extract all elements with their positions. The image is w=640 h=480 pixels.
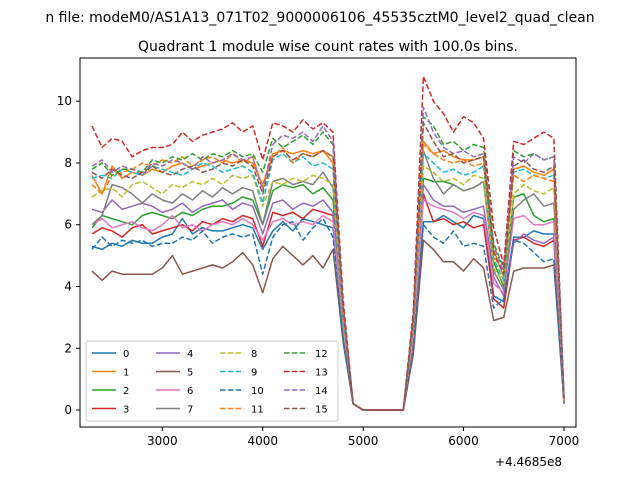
y-tick-label: 8 bbox=[64, 156, 72, 170]
series-line-9 bbox=[91, 152, 565, 411]
series-line-12 bbox=[91, 115, 565, 411]
x-tick-label: 7000 bbox=[549, 434, 580, 448]
series-line-15 bbox=[91, 122, 565, 411]
figure-suptitle: n file: modeM0/AS1A13_071T02_9000006106_… bbox=[45, 10, 594, 26]
series-line-5 bbox=[91, 239, 565, 411]
legend-label-8: 8 bbox=[251, 349, 257, 360]
series-line-6 bbox=[91, 199, 565, 411]
series-line-14 bbox=[91, 106, 565, 411]
y-axis: 0 2 4 6 8 10 bbox=[57, 94, 80, 417]
legend-label-11: 11 bbox=[251, 405, 264, 416]
y-tick-label: 10 bbox=[57, 94, 72, 108]
legend-label-5: 5 bbox=[187, 368, 193, 379]
x-tick-label: 6000 bbox=[448, 434, 479, 448]
series-line-7 bbox=[91, 149, 565, 411]
series-layer bbox=[91, 75, 565, 411]
legend-label-2: 2 bbox=[123, 386, 129, 397]
legend-label-3: 3 bbox=[123, 405, 129, 416]
legend-label-12: 12 bbox=[315, 349, 328, 360]
series-line-10 bbox=[91, 217, 565, 411]
legend-box bbox=[85, 340, 339, 422]
legend-label-9: 9 bbox=[251, 368, 257, 379]
y-tick-label: 6 bbox=[64, 218, 72, 232]
legend-label-14: 14 bbox=[315, 386, 328, 397]
legend-label-15: 15 bbox=[315, 405, 328, 416]
y-tick-label: 0 bbox=[64, 403, 72, 417]
x-tick-label: 3000 bbox=[147, 434, 178, 448]
plot-frame bbox=[79, 57, 577, 428]
x-tick-label: 5000 bbox=[348, 434, 379, 448]
x-offset-label: +4.4685e8 bbox=[495, 455, 562, 469]
legend-label-7: 7 bbox=[187, 405, 193, 416]
series-line-11 bbox=[91, 143, 565, 411]
series-line-13 bbox=[91, 75, 565, 411]
legend-label-0: 0 bbox=[123, 349, 129, 360]
legend-label-10: 10 bbox=[251, 386, 264, 397]
legend-label-4: 4 bbox=[187, 349, 193, 360]
x-tick-label: 4000 bbox=[247, 434, 278, 448]
series-line-3 bbox=[91, 193, 565, 411]
y-tick-label: 2 bbox=[64, 341, 72, 355]
legend-label-13: 13 bbox=[315, 368, 328, 379]
x-axis: 3000 4000 5000 6000 7000 bbox=[147, 427, 579, 448]
series-line-8 bbox=[91, 165, 565, 411]
series-line-4 bbox=[91, 183, 565, 411]
legend-label-6: 6 bbox=[187, 386, 193, 397]
y-tick-label: 4 bbox=[64, 280, 72, 294]
legend-label-1: 1 bbox=[123, 368, 129, 379]
chart-title: Quadrant 1 module wise count rates with … bbox=[138, 39, 518, 55]
